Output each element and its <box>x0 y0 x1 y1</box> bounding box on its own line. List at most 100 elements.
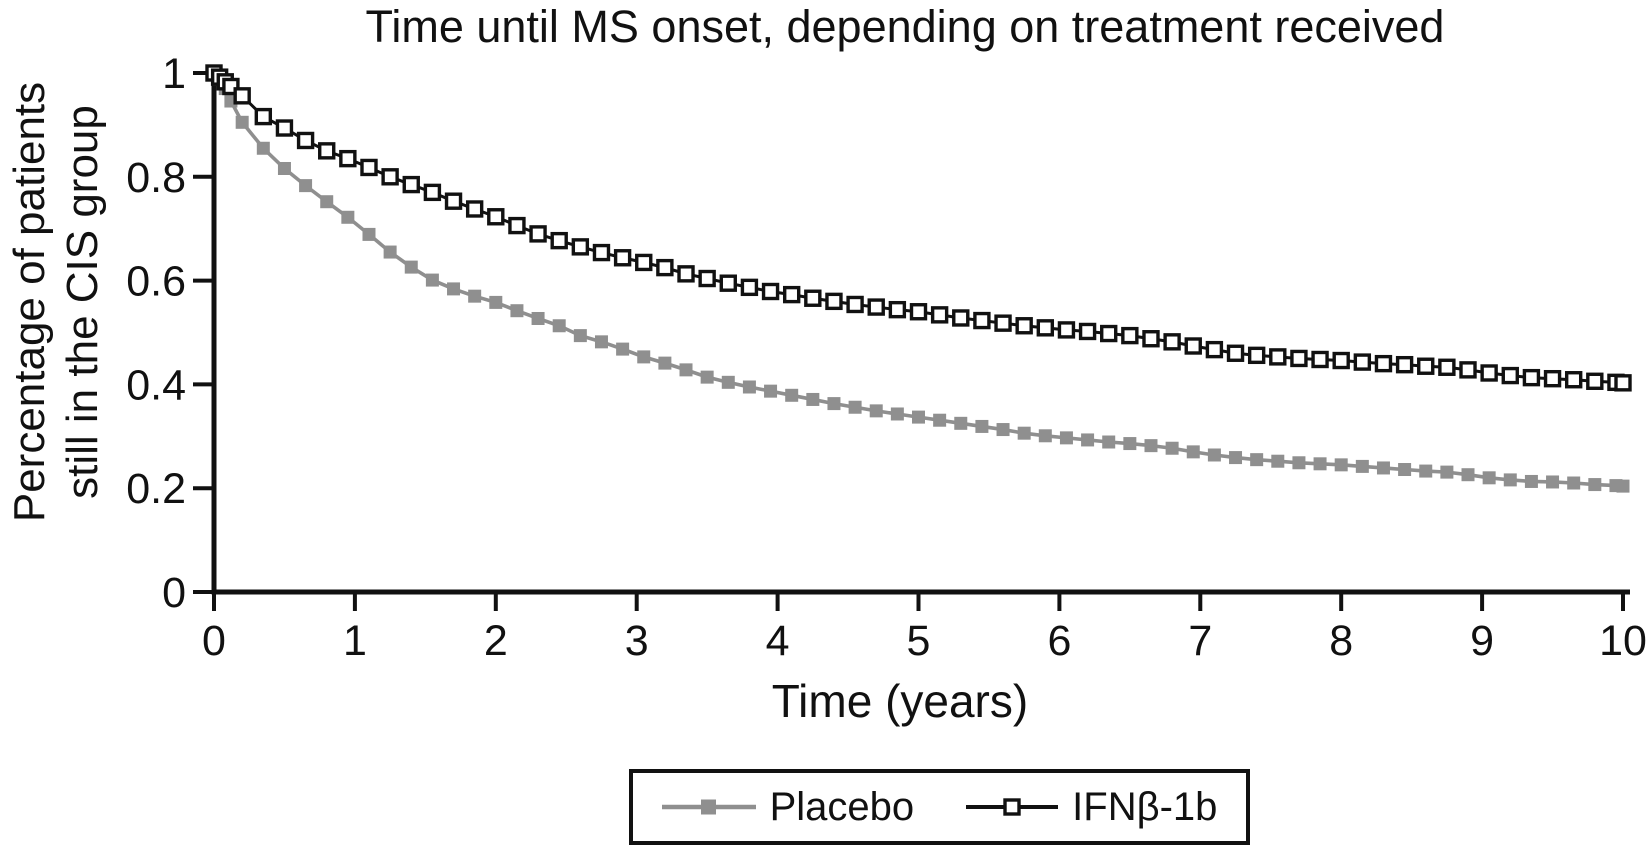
series-placebo-marker <box>1419 464 1433 478</box>
series-ifn-1b-marker <box>719 274 737 292</box>
chart-title: Time until MS onset, depending on treatm… <box>365 1 1445 52</box>
series-placebo-marker <box>1376 461 1390 475</box>
series-placebo-marker <box>1123 437 1137 451</box>
series-ifn-1b-marker <box>1417 357 1435 375</box>
series-placebo-marker <box>742 380 756 394</box>
series-placebo-marker <box>658 356 672 370</box>
series-placebo-marker <box>1250 453 1264 467</box>
series-placebo-marker <box>679 363 693 377</box>
series-placebo-marker <box>1059 431 1073 445</box>
series-ifn-1b-marker <box>613 249 632 267</box>
series-placebo-marker <box>1313 457 1327 471</box>
y-tick-label: 0.6 <box>126 258 186 306</box>
series-placebo-marker <box>594 335 608 349</box>
series-ifn-1b-marker <box>402 175 420 194</box>
series-ifn-1b-marker <box>1586 372 1604 390</box>
series-placebo-marker <box>912 410 925 424</box>
series-placebo-marker <box>1503 473 1517 487</box>
series-ifn-1b-marker <box>782 285 801 304</box>
series-placebo-marker <box>447 282 461 296</box>
series-ifn-1b-marker <box>1501 366 1519 385</box>
series-ifn-1b-marker <box>592 243 611 262</box>
series-placebo-marker <box>510 304 524 318</box>
series-ifn-1b-marker <box>804 289 822 307</box>
series-placebo-marker <box>1081 433 1095 447</box>
series-placebo-marker <box>616 342 630 356</box>
series-ifn-1b-marker <box>1078 322 1097 341</box>
x-tick-label: 2 <box>484 617 508 665</box>
series-placebo-marker <box>1334 458 1348 472</box>
series-placebo-marker <box>1102 435 1116 449</box>
series-ifn-1b-marker <box>339 149 357 168</box>
series-ifn-1b-marker <box>550 231 568 250</box>
y-tick-label: 0.8 <box>126 154 186 202</box>
series-placebo-marker <box>890 407 904 421</box>
series-ifn-1b-marker <box>1121 326 1139 345</box>
series-placebo-marker <box>320 195 334 209</box>
series-ifn-1b-marker <box>1480 364 1498 382</box>
series-placebo-marker <box>256 141 270 155</box>
ifnb-1b-swatch-icon <box>966 798 1059 816</box>
series-placebo-marker <box>235 115 249 129</box>
series-ifn-1b-marker <box>1036 319 1055 337</box>
series-ifn-1b-marker <box>381 168 399 186</box>
series-placebo-marker <box>1292 456 1306 470</box>
series-ifn-1b-marker <box>698 269 716 288</box>
series-ifn-1b-marker <box>1163 333 1181 351</box>
series-ifn-1b-marker <box>740 278 759 297</box>
series-ifn-1b-marker <box>888 300 907 319</box>
series-ifn-1b-marker <box>1395 355 1414 374</box>
series-placebo-line <box>212 71 1624 488</box>
series-ifn-1b-marker <box>635 253 653 272</box>
legend-item-placebo: Placebo <box>661 784 915 830</box>
series-placebo-marker <box>1398 463 1412 477</box>
series-placebo-marker <box>785 388 799 402</box>
series-ifn-1b-marker <box>1438 358 1456 376</box>
series-placebo-marker <box>1588 478 1602 492</box>
series-placebo-marker <box>404 260 418 274</box>
series-placebo-marker <box>1271 454 1285 468</box>
series-placebo-marker <box>1207 448 1221 462</box>
series-ifn-1b-marker <box>994 314 1012 332</box>
series-placebo-marker <box>996 423 1010 437</box>
series-ifn-1b-marker <box>1057 321 1076 339</box>
series-ifn-1b-marker <box>529 225 547 243</box>
series-placebo-marker <box>1546 475 1560 489</box>
series-ifn-1b-marker <box>233 87 251 105</box>
series-ifn-1b-marker <box>930 306 949 324</box>
series-ifn-1b-marker <box>1247 346 1266 365</box>
series-ifn-1b-marker <box>487 208 505 226</box>
x-axis-label: Time (years) <box>771 675 1029 727</box>
series-ifn-1b-marker <box>1100 324 1118 343</box>
series-ifn-1b-marker <box>677 265 695 283</box>
series-placebo-marker <box>299 179 313 193</box>
x-tick-label: 3 <box>625 617 649 665</box>
series-placebo-marker <box>764 384 778 398</box>
series-placebo-marker <box>954 416 968 430</box>
series-placebo-marker <box>721 375 735 389</box>
series-placebo-marker <box>425 273 439 287</box>
x-tick-label: 6 <box>1047 617 1071 665</box>
x-tick-label: 1 <box>343 617 367 665</box>
series-placebo-marker <box>552 319 566 333</box>
series-ifn-1b-marker <box>423 183 442 202</box>
series-placebo-marker <box>1355 459 1369 473</box>
series-ifn-1b-marker <box>571 238 590 256</box>
series-ifn-1b-marker <box>867 298 885 316</box>
x-tick-label: 7 <box>1188 617 1212 665</box>
y-tick-label: 0.4 <box>126 361 186 409</box>
y-tick-label: 0 <box>162 569 186 617</box>
series-ifn-1b-marker <box>508 216 526 235</box>
series-ifn-1b-marker <box>656 258 674 277</box>
series-ifn-1b-marker <box>1332 351 1350 370</box>
y-tick-label: 0.2 <box>126 465 186 513</box>
series-ifn-1b-marker <box>1543 369 1562 388</box>
series-placebo-marker <box>806 392 820 406</box>
legend-label-placebo: Placebo <box>769 784 915 829</box>
x-tick-label: 4 <box>766 617 790 665</box>
series-placebo-marker <box>489 295 503 309</box>
series-ifn-1b-marker <box>275 119 294 137</box>
x-tick-label: 0 <box>202 617 226 665</box>
legend-item-ifnb-1b: IFNβ-1b <box>966 785 1217 830</box>
